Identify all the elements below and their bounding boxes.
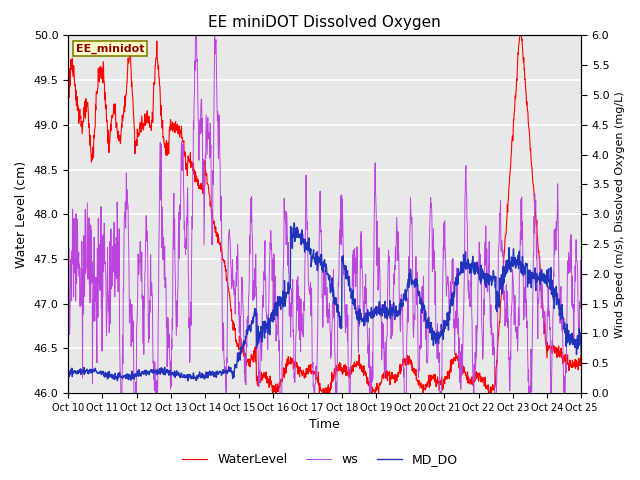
ws (117, 390, 125, 396)
WaterLevel (516, 33, 524, 38)
ws (293, 308, 301, 313)
WaterLevel (577, 361, 585, 367)
Text: EE_minidot: EE_minidot (76, 43, 145, 54)
ws (104, 284, 112, 289)
WaterLevel (356, 361, 364, 367)
MD_DO (577, 352, 585, 358)
ws (577, 283, 585, 289)
MD_DO (184, 378, 192, 384)
WaterLevel (64, 114, 72, 120)
Y-axis label: Water Level (cm): Water Level (cm) (15, 161, 28, 268)
ws (283, 209, 291, 215)
ws (125, 276, 133, 282)
MD_DO (303, 247, 310, 252)
ws (191, 33, 199, 38)
ws (64, 344, 72, 349)
MD_DO (104, 370, 112, 375)
Legend: WaterLevel, ws, MD_DO: WaterLevel, ws, MD_DO (177, 448, 463, 471)
ws (303, 196, 310, 202)
MD_DO (125, 375, 132, 381)
X-axis label: Time: Time (309, 419, 340, 432)
MD_DO (357, 317, 365, 323)
WaterLevel (293, 360, 301, 365)
WaterLevel (104, 140, 112, 146)
MD_DO (290, 220, 298, 226)
MD_DO (293, 231, 301, 237)
Title: EE miniDOT Dissolved Oxygen: EE miniDOT Dissolved Oxygen (209, 15, 441, 30)
MD_DO (64, 371, 72, 376)
WaterLevel (272, 390, 280, 396)
WaterLevel (282, 370, 290, 376)
Line: MD_DO: MD_DO (68, 223, 581, 381)
Line: WaterLevel: WaterLevel (68, 36, 581, 393)
MD_DO (282, 294, 290, 300)
ws (357, 265, 365, 271)
WaterLevel (302, 366, 310, 372)
WaterLevel (125, 60, 132, 66)
Y-axis label: Wind Speed (m/s), Dissolved Oxygen (mg/L): Wind Speed (m/s), Dissolved Oxygen (mg/L… (615, 91, 625, 337)
Line: ws: ws (68, 36, 581, 393)
